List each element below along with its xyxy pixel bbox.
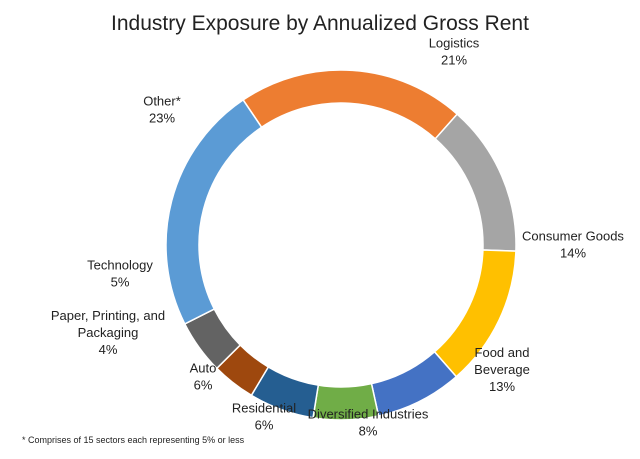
slice-category-label: Beverage [474, 362, 530, 377]
slice-category-label: Residential [232, 401, 296, 416]
slice-label-9: Other* 23% [143, 94, 181, 126]
slice-category-label: Diversified Industries [308, 407, 429, 422]
slice-category-label: Logistics [429, 36, 480, 51]
labels-group: Logistics 21% Consumer Goods 14% Food and Bev… [51, 36, 625, 439]
slice-value-label: 6% [194, 378, 213, 393]
donut-slice-2 [434, 113, 517, 252]
slices-group [165, 69, 517, 421]
slice-category-label: Auto [190, 361, 217, 376]
slice-value-label: 5% [111, 275, 130, 290]
donut-slice-9 [165, 98, 263, 325]
slice-category-label: Technology [87, 258, 153, 273]
slice-value-label: 23% [149, 111, 175, 126]
slice-label-5: Residential 6% [232, 401, 296, 433]
donut-slice-1 [242, 69, 459, 140]
slice-category-label: Consumer Goods [522, 229, 624, 244]
slice-label-8: Technology 5% [87, 258, 153, 290]
chart-title: Industry Exposure by Annualized Gross Re… [111, 12, 529, 35]
slice-value-label: 6% [255, 418, 274, 433]
slice-value-label: 4% [99, 342, 118, 357]
slice-label-4: Diversified Industries 8% [308, 407, 429, 439]
slice-value-label: 8% [359, 424, 378, 439]
slice-label-1: Logistics 21% [429, 36, 480, 68]
slice-label-6: Auto 6% [190, 361, 217, 393]
slice-label-2: Consumer Goods 14% [522, 229, 624, 261]
slice-value-label: 14% [560, 246, 586, 261]
slice-label-3: Food and Beverage 13% [474, 345, 530, 394]
slice-category-label: Paper, Printing, and [51, 308, 165, 323]
slice-value-label: 13% [489, 379, 515, 394]
slice-value-label: 21% [441, 53, 467, 68]
slice-category-label: Other* [143, 94, 181, 109]
slice-label-7: Paper, Printing, and Packaging 4% [51, 308, 165, 357]
slice-category-label: Food and [475, 345, 530, 360]
slice-category-label: Packaging [78, 325, 139, 340]
chart-footnote: * Comprises of 15 sectors each represent… [22, 435, 245, 445]
